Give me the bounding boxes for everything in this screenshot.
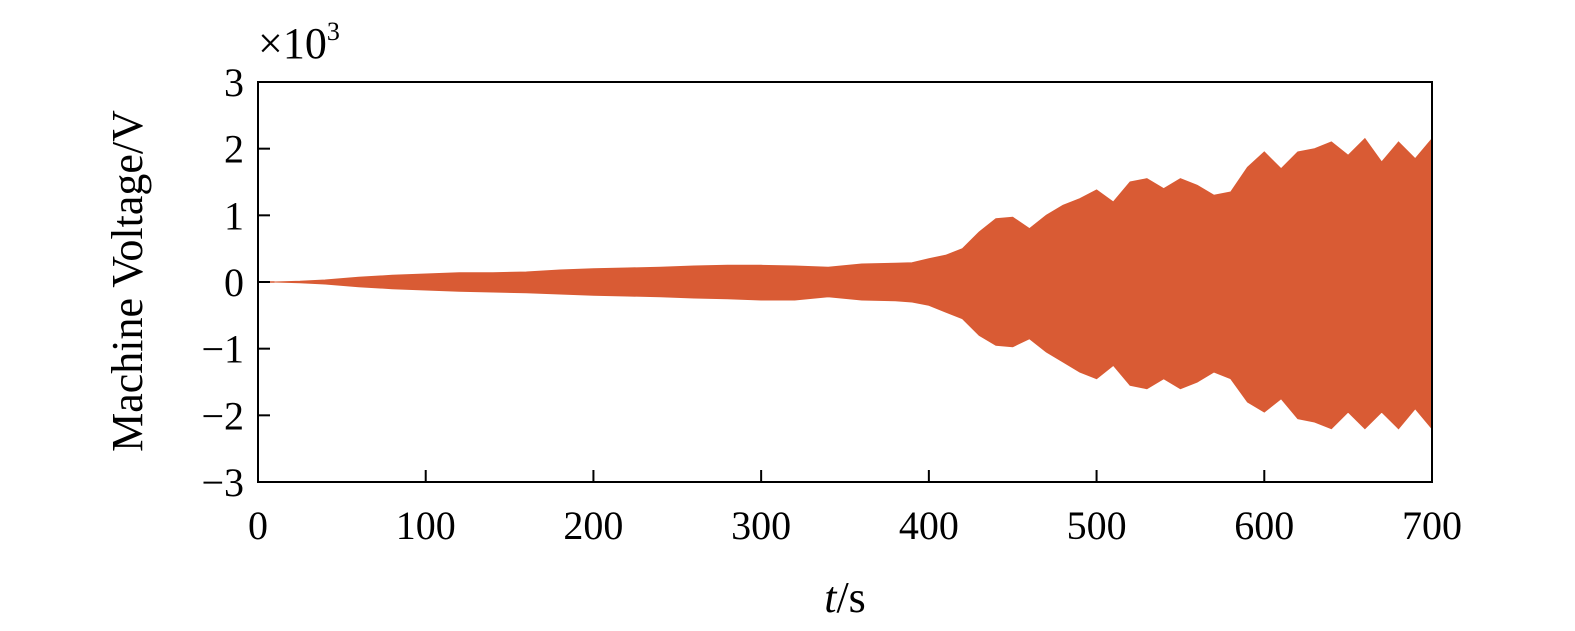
y-tick-label: 2 xyxy=(224,127,244,172)
y-tick-label: −1 xyxy=(201,327,244,372)
x-axis-label: t/s xyxy=(824,573,866,622)
chart-marks xyxy=(258,137,1433,431)
series-envelope-0 xyxy=(274,137,1433,431)
x-axis-label-italic: t xyxy=(824,573,838,622)
x-tick-label: 0 xyxy=(248,503,268,548)
chart-ticks: 0 100 200 300 400 500 600 700 3 2 1 0 −1 −2 −3 xyxy=(201,60,1462,548)
y-tick-label: −3 xyxy=(201,460,244,505)
x-tick-label: 700 xyxy=(1402,503,1462,548)
y-multiplier: ×103 xyxy=(258,17,340,68)
x-tick-label: 500 xyxy=(1067,503,1127,548)
y-tick-label: −2 xyxy=(201,393,244,438)
x-axis-label-unit: /s xyxy=(836,573,865,622)
plot-frame xyxy=(257,81,1433,483)
y-tick-label: 3 xyxy=(224,60,244,105)
x-tick-label: 200 xyxy=(563,503,623,548)
y-multiplier-exponent: 3 xyxy=(327,17,340,46)
svg-text:×103: ×103 xyxy=(258,17,340,68)
x-tick-label: 300 xyxy=(731,503,791,548)
x-tick-label: 600 xyxy=(1234,503,1294,548)
y-tick-label: 0 xyxy=(224,260,244,305)
y-tick-label: 1 xyxy=(224,193,244,238)
x-tick-label: 400 xyxy=(899,503,959,548)
x-tick-label: 100 xyxy=(396,503,456,548)
y-axis-label: Machine Voltage/V xyxy=(103,110,152,452)
y-multiplier-base: ×10 xyxy=(258,19,327,68)
